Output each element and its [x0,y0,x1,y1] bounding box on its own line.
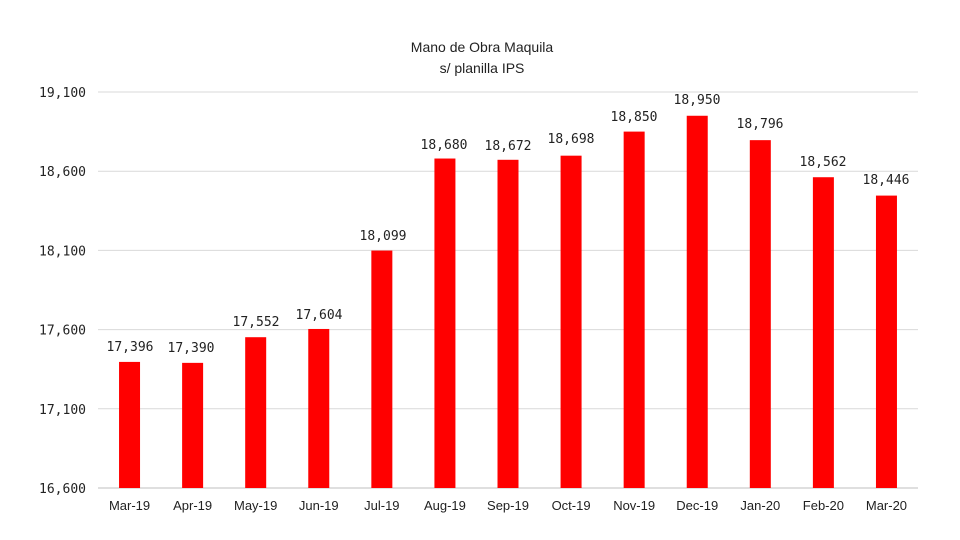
bar [434,158,456,488]
y-tick-label: 16,600 [39,482,86,497]
y-tick-label: 19,100 [39,86,86,101]
x-tick-label: Jul-19 [364,498,399,513]
bar [371,250,393,488]
x-tick-label: Jan-20 [740,498,780,513]
x-tick-label: May-19 [234,498,277,513]
data-label: 18,099 [360,229,407,244]
x-tick-label: Aug-19 [424,498,466,513]
data-label: 18,796 [737,117,784,132]
data-label: 18,446 [863,173,910,188]
bar [245,337,267,488]
bar [560,155,582,488]
bar [812,177,834,489]
data-label: 18,850 [611,110,658,125]
x-tick-label: Dec-19 [676,498,718,513]
data-label: 17,396 [107,340,154,355]
chart-subtitle: s/ planilla IPS [440,60,525,76]
y-tick-label: 18,100 [39,244,86,259]
bar [749,140,771,488]
x-tick-label: Apr-19 [173,498,212,513]
y-tick-label: 17,100 [39,403,86,418]
bar [308,328,330,488]
bar [497,159,519,488]
data-label: 17,390 [168,341,215,356]
chart-title: Mano de Obra Maquila [411,39,554,55]
x-tick-label: Sep-19 [487,498,529,513]
bar [686,115,708,488]
y-axis: 16,600 17,100 17,600 18,100 18,600 19,100 [39,86,86,497]
x-tick-label: Mar-20 [866,498,907,513]
x-tick-label: Nov-19 [613,498,655,513]
x-tick-label: Mar-19 [109,498,150,513]
bar [623,131,645,488]
data-label: 18,680 [421,138,468,153]
bar [875,195,897,488]
data-label: 18,950 [674,93,721,108]
data-label: 18,672 [485,139,532,154]
data-label: 18,698 [548,132,595,147]
bar [119,361,141,488]
x-tick-label: Oct-19 [552,498,591,513]
y-tick-label: 18,600 [39,165,86,180]
x-axis: Mar-19 Apr-19 May-19 Jun-19 Jul-19 Aug-19 Sep-… [109,498,907,513]
data-label: 17,552 [233,315,280,330]
y-tick-label: 17,600 [39,324,86,339]
data-labels: 17,396 17,390 17,552 17,604 18,099 18,680 18,6… [107,93,910,356]
data-label: 17,604 [296,308,343,323]
x-tick-label: Jun-19 [299,498,339,513]
data-label: 18,562 [800,155,847,170]
bars [119,115,897,489]
x-tick-label: Feb-20 [803,498,844,513]
bar [182,362,204,488]
